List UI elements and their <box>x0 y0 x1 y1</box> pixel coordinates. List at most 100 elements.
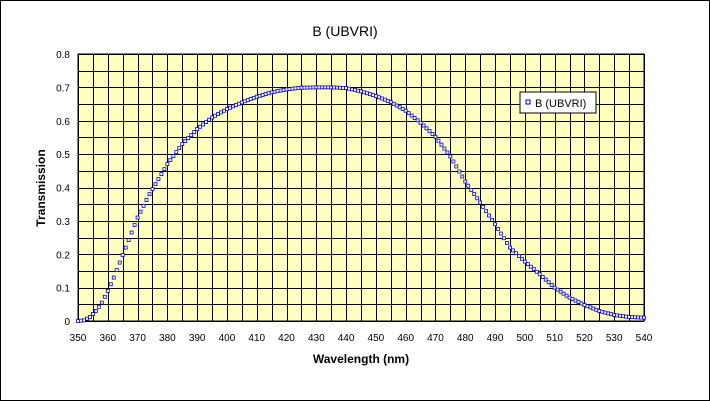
data-point <box>600 309 605 314</box>
data-point <box>403 108 408 113</box>
data-point <box>186 136 191 141</box>
data-point <box>332 85 337 90</box>
data-point <box>150 187 155 192</box>
data-point <box>630 315 634 320</box>
y-tick-label: 0.3 <box>56 217 70 228</box>
data-point <box>496 226 500 231</box>
data-point <box>305 85 310 90</box>
data-point <box>126 238 131 242</box>
data-point <box>531 267 536 272</box>
data-point <box>406 111 411 116</box>
data-point <box>564 293 569 298</box>
data-point <box>591 306 596 311</box>
data-point <box>135 215 140 220</box>
data-point <box>573 298 578 303</box>
data-point <box>576 300 581 304</box>
data-point <box>454 164 459 169</box>
data-point <box>487 213 491 218</box>
data-point <box>183 139 188 144</box>
data-point <box>356 88 360 93</box>
data-point <box>457 169 462 174</box>
data-point <box>284 87 289 92</box>
data-point <box>323 85 328 90</box>
data-point <box>540 275 545 279</box>
data-point <box>359 89 363 94</box>
data-point <box>317 85 322 90</box>
data-point <box>436 138 441 143</box>
data-point <box>82 318 86 323</box>
y-tick-label: 0.2 <box>56 250 70 261</box>
data-point <box>442 146 447 151</box>
data-point <box>567 295 572 300</box>
data-point <box>362 90 366 95</box>
x-tick-label: 410 <box>248 333 265 344</box>
data-point <box>204 120 208 124</box>
y-axis-title: Transmission <box>34 149 48 226</box>
data-point <box>266 91 271 96</box>
data-point <box>177 146 182 151</box>
data-point <box>242 99 247 104</box>
data-point <box>147 192 152 197</box>
data-point <box>117 260 122 265</box>
data-point <box>99 300 104 305</box>
x-tick-label: 380 <box>159 333 176 344</box>
legend-marker <box>525 99 531 105</box>
data-point <box>508 245 512 250</box>
data-point <box>341 86 346 90</box>
data-point <box>519 256 524 261</box>
data-point <box>388 100 393 104</box>
data-point <box>400 107 405 111</box>
data-point <box>96 304 101 309</box>
data-point <box>248 97 253 101</box>
data-point <box>558 289 563 294</box>
data-point <box>588 305 593 310</box>
data-point <box>123 245 128 250</box>
data-point <box>448 154 453 159</box>
data-point <box>347 86 351 91</box>
data-point <box>433 134 438 139</box>
data-point <box>618 313 623 318</box>
data-point <box>353 88 357 92</box>
x-tick-label: 470 <box>427 333 444 344</box>
data-point <box>216 112 220 116</box>
data-point <box>472 192 477 197</box>
data-point <box>320 85 325 90</box>
data-point <box>275 89 280 94</box>
data-point <box>165 162 170 167</box>
x-tick-label: 450 <box>368 333 385 344</box>
data-point <box>597 309 602 313</box>
data-point <box>144 198 149 202</box>
data-point <box>484 209 489 214</box>
data-point <box>192 130 197 134</box>
data-point <box>418 120 423 125</box>
data-point <box>105 289 110 293</box>
x-tick-label: 520 <box>576 333 593 344</box>
data-point <box>585 304 590 309</box>
data-point <box>430 132 435 136</box>
data-point <box>570 297 575 302</box>
data-point <box>525 262 530 267</box>
data-point <box>222 108 226 113</box>
data-point <box>296 86 301 90</box>
data-point <box>344 86 349 90</box>
data-point <box>93 309 98 313</box>
x-tick-label: 350 <box>70 333 87 344</box>
data-point <box>537 272 542 277</box>
data-point <box>257 93 262 98</box>
data-point <box>424 126 429 131</box>
data-point <box>156 177 161 182</box>
data-point <box>278 88 283 93</box>
data-point <box>511 248 515 253</box>
data-point <box>460 174 465 179</box>
legend-box <box>519 91 597 114</box>
data-point <box>195 127 200 131</box>
data-point <box>409 113 414 118</box>
data-point <box>466 183 471 188</box>
data-point <box>481 204 486 209</box>
data-point <box>314 85 319 90</box>
y-tick-label: 0.5 <box>56 150 70 161</box>
data-point <box>502 236 506 241</box>
data-point <box>368 92 372 97</box>
data-point <box>88 315 92 319</box>
y-tick-label: 0.6 <box>56 117 70 128</box>
